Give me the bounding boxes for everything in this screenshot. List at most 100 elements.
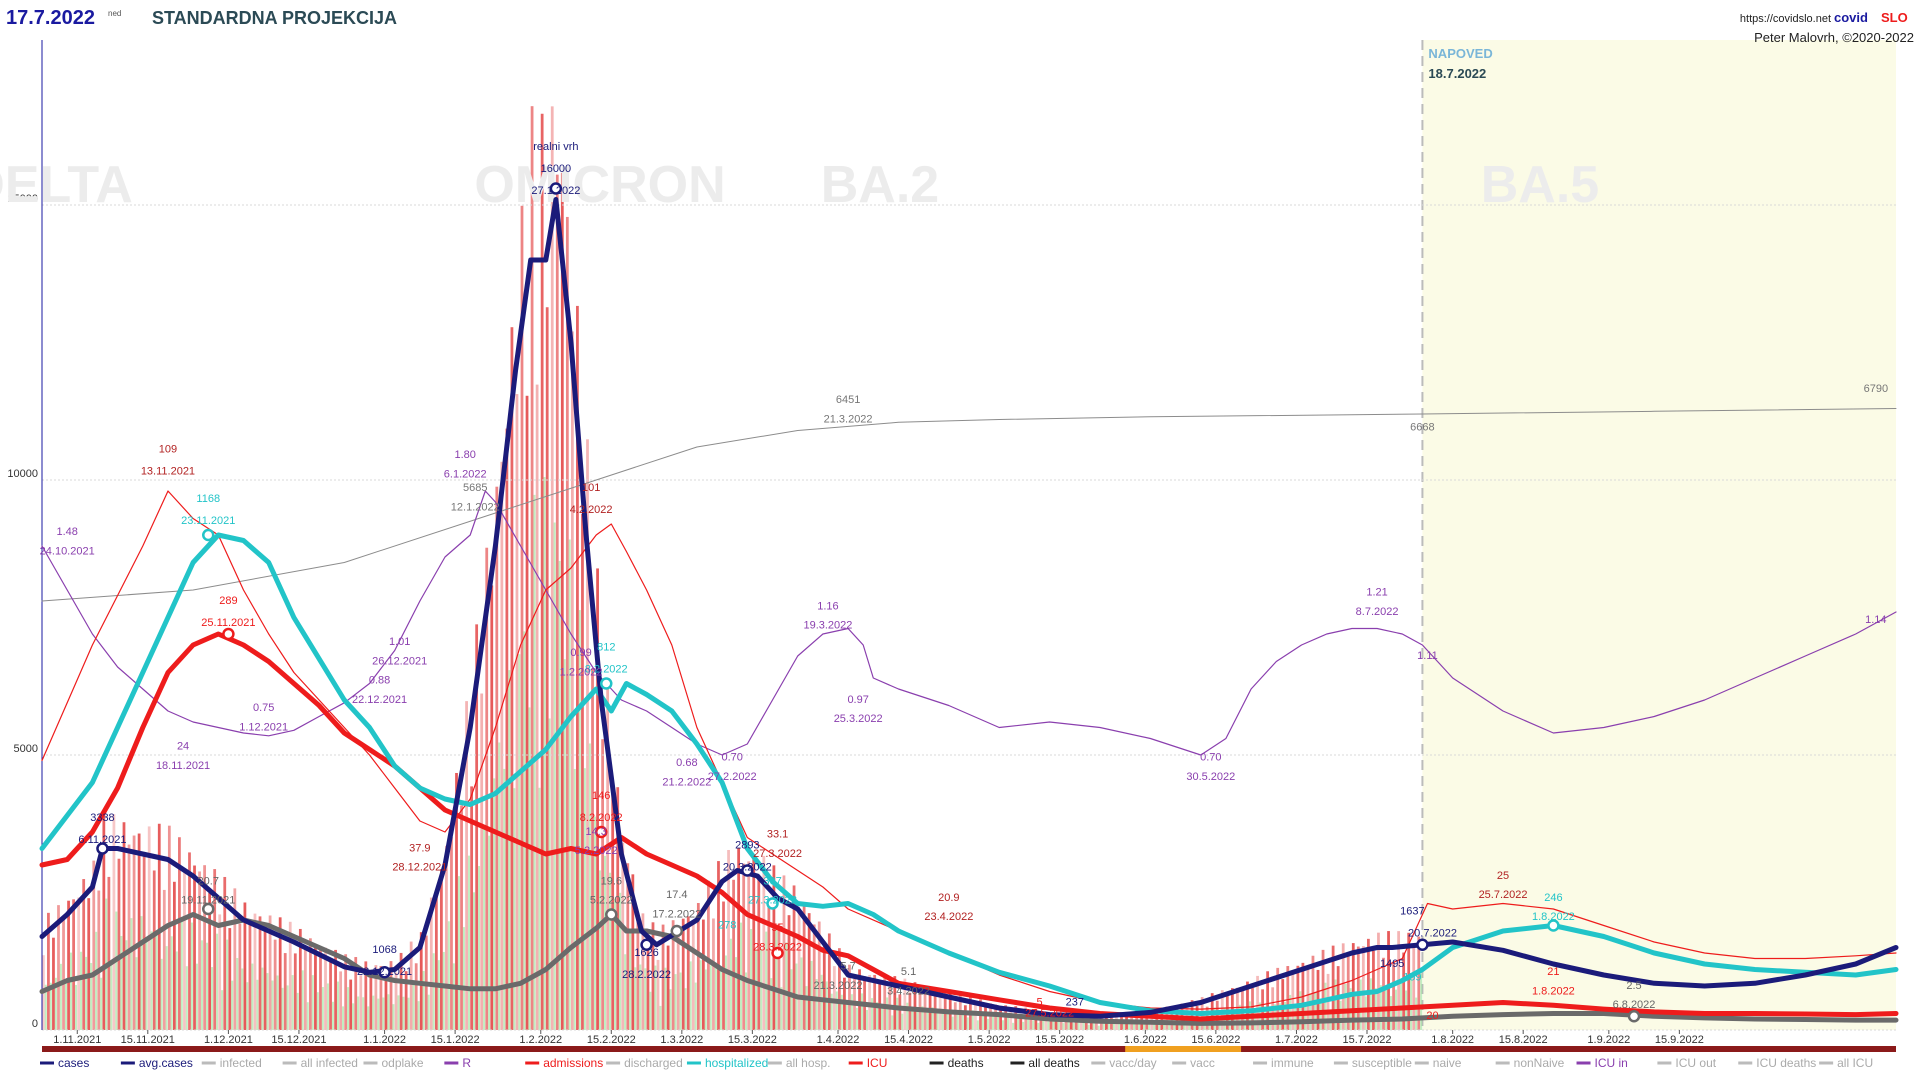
discharged-bar [95, 931, 98, 1030]
case-bar [838, 948, 841, 1030]
legend-item: R [462, 1056, 471, 1070]
case-bar [636, 914, 640, 1030]
discharged-bar [614, 898, 617, 1030]
legend-item: hospitalized [705, 1056, 768, 1070]
case-bar [147, 826, 151, 1030]
annotation-label: 28.12.2021 [392, 862, 447, 874]
discharged-bar [669, 989, 672, 1030]
case-bar [873, 974, 877, 1030]
discharged-bar [473, 892, 476, 1030]
discharged-bar [855, 1007, 858, 1030]
discharged-bar [991, 1015, 994, 1030]
discharged-bar [860, 993, 863, 1030]
x-tick-label: 1.4.2022 [817, 1034, 860, 1046]
discharged-bar [216, 933, 219, 1030]
annotation-label: 5.7 [840, 961, 855, 973]
x-tick-label: 15.11.2021 [121, 1034, 175, 1046]
discharged-bar [578, 610, 581, 1030]
discharged-bar [347, 987, 350, 1030]
discharged-bar [266, 973, 269, 1030]
x-tick-label: 1.3.2022 [660, 1034, 703, 1046]
annotation-label: 27.5.2022 [1025, 1007, 1074, 1019]
discharged-bar [145, 939, 148, 1030]
discharged-bar [523, 631, 526, 1030]
legend-item: all infected [301, 1056, 358, 1070]
case-bar [399, 952, 403, 1030]
header-weekday: ned [108, 9, 121, 18]
annotation-label: 20 [1426, 1010, 1438, 1022]
discharged-bar [251, 963, 254, 1030]
legend-item: cases [58, 1056, 89, 1070]
forecast-label: NAPOVED [1428, 46, 1492, 61]
annotation-label: 0.97 [847, 694, 868, 706]
case-bar [1387, 931, 1390, 1030]
annotation-label: 1637 [1400, 906, 1424, 918]
case-bar [827, 933, 831, 1030]
discharged-bar [1359, 979, 1362, 1030]
case-bar [596, 568, 599, 1030]
annotation-label: 20.9 [938, 892, 959, 904]
discharged-bar [301, 970, 304, 1030]
case-bar [480, 693, 484, 1030]
case-bar [445, 845, 448, 1030]
discharged-bar [1344, 983, 1347, 1030]
discharged-bar [336, 981, 339, 1030]
discharged-bar [704, 969, 707, 1030]
discharged-bar [432, 953, 435, 1030]
case-bar [127, 844, 131, 1030]
annotation-label: 27.2.2022 [708, 771, 757, 783]
discharged-bar [513, 788, 516, 1030]
series-avg_cases [39, 197, 1899, 1019]
case-bar [1306, 967, 1310, 1030]
case-bar [858, 969, 861, 1030]
annotation-label: 21.3.2022 [814, 980, 863, 992]
case-bar [122, 822, 126, 1030]
case-bar [47, 912, 50, 1030]
annotation-label: 20.7 [198, 875, 219, 887]
discharged-bar [321, 987, 324, 1030]
y-tick-label: 0 [32, 1018, 38, 1030]
legend-item: nonNaive [1514, 1056, 1565, 1070]
discharged-bar [140, 916, 143, 1030]
case-bar [359, 975, 363, 1030]
discharged-bar [734, 957, 737, 1030]
discharged-bar [1369, 978, 1372, 1030]
discharged-bar [1001, 1020, 1005, 1030]
case-bar [712, 918, 715, 1030]
forecast-date: 18.7.2022 [1428, 66, 1486, 81]
discharged-bar [1415, 997, 1418, 1030]
discharged-bar [1410, 973, 1413, 1030]
discharged-bar [387, 994, 390, 1030]
annotation-label: 1.11 [1417, 650, 1438, 662]
case-bar [984, 1004, 987, 1030]
discharged-bar [1263, 1006, 1266, 1030]
discharged-bar [629, 929, 632, 1030]
discharged-bar [745, 972, 748, 1030]
discharged-bar [896, 997, 899, 1030]
discharged-bar [951, 1016, 954, 1030]
annotation-label: 812 [597, 642, 615, 654]
discharged-bar [1158, 1021, 1161, 1030]
brand-slo: SLO [1881, 10, 1908, 25]
discharged-bar [1092, 1019, 1095, 1030]
case-bar [178, 837, 181, 1030]
case-bar [1402, 952, 1406, 1030]
discharged-bar [1017, 1016, 1020, 1030]
case-bar [832, 966, 836, 1030]
case-bar [737, 848, 741, 1030]
case-bar [772, 865, 776, 1030]
annotation-label: 0.70 [722, 752, 743, 764]
discharged-bar [830, 993, 833, 1030]
discharged-bar [1304, 1005, 1307, 1030]
discharged-bar [165, 946, 168, 1030]
header-url[interactable]: https://covidslo.net [1740, 13, 1831, 25]
x-tick-label: 1.8.2022 [1431, 1034, 1474, 1046]
case-bar [384, 968, 388, 1030]
discharged-bar [664, 967, 667, 1030]
discharged-bar [1052, 1021, 1055, 1030]
case-bar [213, 869, 217, 1030]
case-bar [535, 384, 539, 1031]
peak-marker [222, 627, 235, 641]
discharged-bar [59, 963, 62, 1030]
discharged-bar [785, 942, 788, 1030]
